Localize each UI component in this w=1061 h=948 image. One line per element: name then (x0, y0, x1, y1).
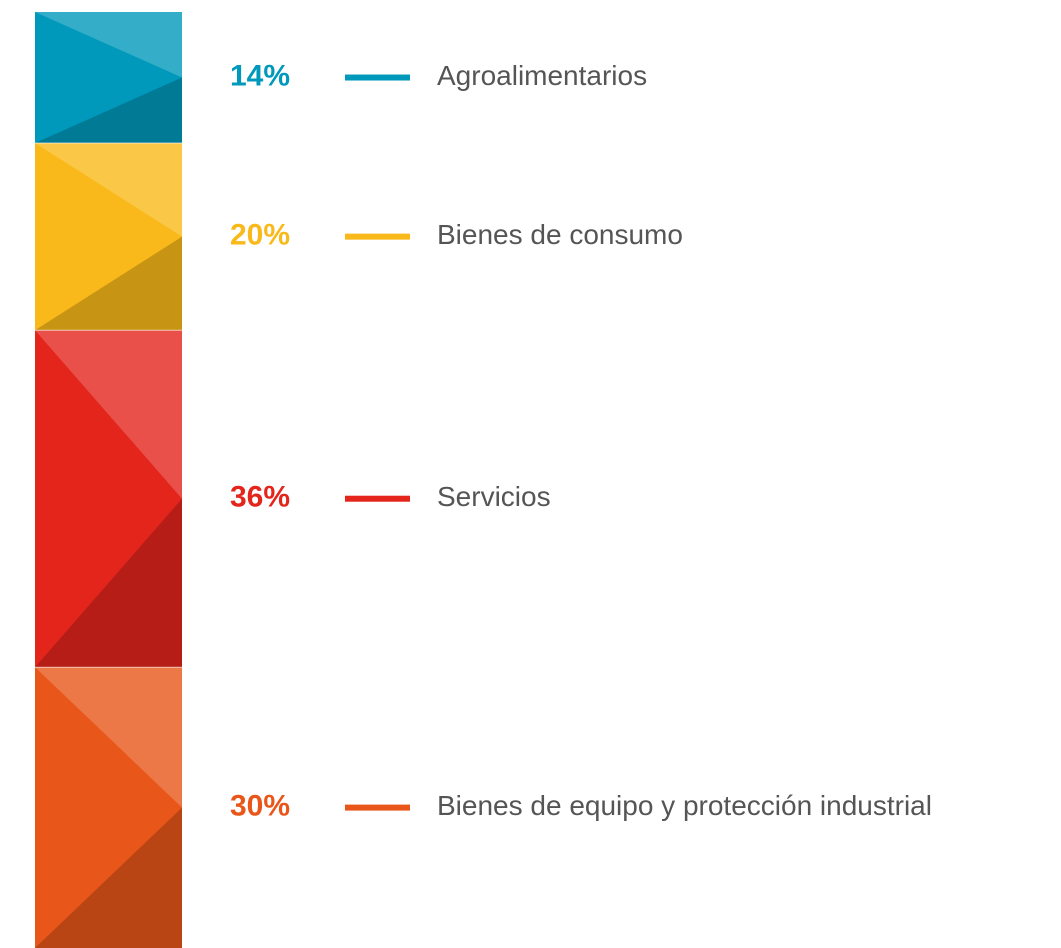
legend-line (345, 233, 410, 240)
legend-line (345, 74, 410, 81)
segment-shade (35, 498, 182, 668)
segment-highlight (35, 143, 182, 237)
segment-shade (35, 77, 182, 144)
legend-line (345, 804, 410, 811)
segment-shade (35, 236, 182, 331)
category-label: Bienes de equipo y protección industrial (437, 790, 932, 821)
value-label: 36% (230, 481, 290, 514)
segment-highlight (35, 667, 182, 808)
bar-segment (35, 667, 182, 948)
legend-line (345, 495, 410, 502)
category-label: Bienes de consumo (437, 219, 683, 250)
category-label: Agroalimentarios (437, 60, 647, 91)
segment-highlight (35, 12, 182, 78)
value-label: 30% (230, 790, 290, 823)
value-label: 14% (230, 59, 290, 92)
bar-segment (35, 12, 182, 144)
value-label: 20% (230, 219, 290, 252)
bar-segment (35, 143, 182, 331)
segment-shade (35, 807, 182, 948)
category-label: Servicios (437, 481, 551, 512)
segment-highlight (35, 330, 182, 499)
bar-segment (35, 330, 182, 668)
